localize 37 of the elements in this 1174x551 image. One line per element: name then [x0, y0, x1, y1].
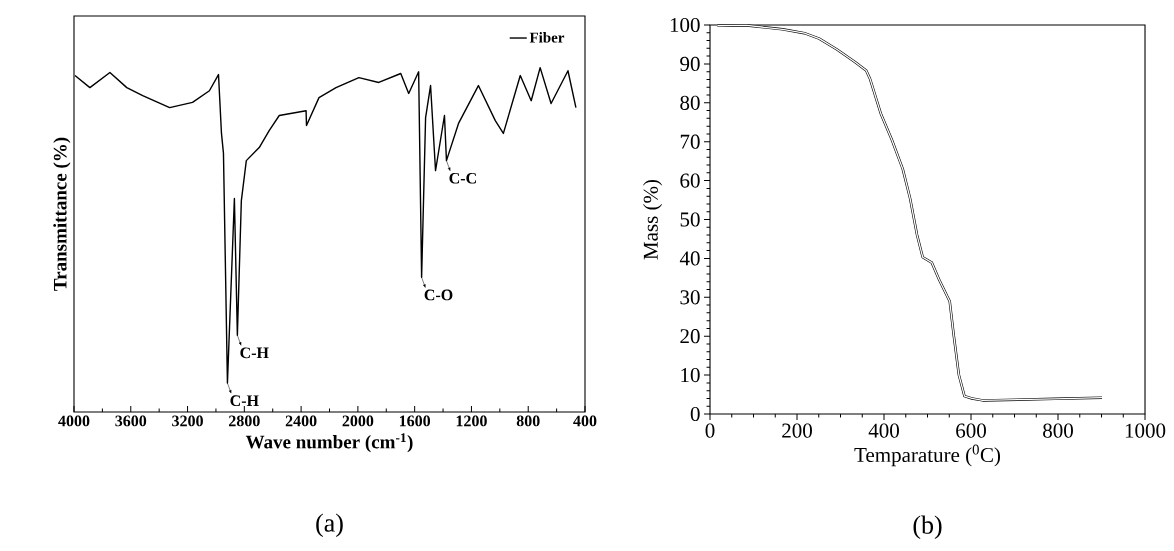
x-tick-label: 1000	[1125, 423, 1166, 438]
y-axis-title: Mass (%)	[643, 179, 663, 260]
x-tick-label: 2800	[229, 415, 260, 427]
y-axis-title: Transmittance (%)	[53, 137, 71, 291]
y-tick-label: 90	[680, 56, 700, 71]
x-tick-label: 1600	[399, 415, 431, 427]
annotation: C-H	[230, 395, 259, 407]
y-tick-label: 100	[670, 17, 700, 33]
x-tick-label: 200	[782, 423, 812, 438]
x-axis-title: Temparature ($^{0}$C)	[854, 444, 1001, 467]
y-tick-label: 70	[680, 134, 700, 149]
y-tick-label: 80	[680, 95, 700, 110]
annotation: C-H	[240, 347, 269, 359]
y-tick-label: 50	[680, 212, 700, 227]
x-tick-label: 2400	[285, 415, 317, 427]
x-axis-title: Wave number (cm$^{-1}$)	[245, 433, 413, 453]
annotation: C-O	[424, 289, 453, 301]
x-tick-label: 400	[573, 415, 597, 427]
text: (b)	[913, 515, 942, 540]
x-tick-label: 3200	[172, 415, 203, 427]
x-tick-label: 3600	[115, 415, 147, 427]
x-tick-label: 0	[705, 423, 715, 438]
y-tick-label: 30	[680, 290, 700, 305]
x-tick-label: 2000	[342, 415, 374, 427]
x-tick-label: 1200	[456, 415, 487, 427]
y-tick-label: 60	[680, 173, 700, 188]
annotation: C-C	[449, 172, 476, 184]
y-tick-label: 40	[679, 251, 700, 266]
x-tick-label: 800	[516, 415, 540, 427]
x-tick-label: 600	[956, 423, 986, 438]
y-tick-label: 10	[681, 368, 700, 383]
x-tick-label: 4000	[58, 415, 90, 427]
x-tick-label: 400	[868, 423, 899, 438]
y-tick-label: 20	[680, 329, 700, 344]
legend-label: Fiber	[529, 32, 565, 43]
x-tick-label: 800	[1043, 423, 1073, 438]
text: (a)	[316, 513, 343, 538]
